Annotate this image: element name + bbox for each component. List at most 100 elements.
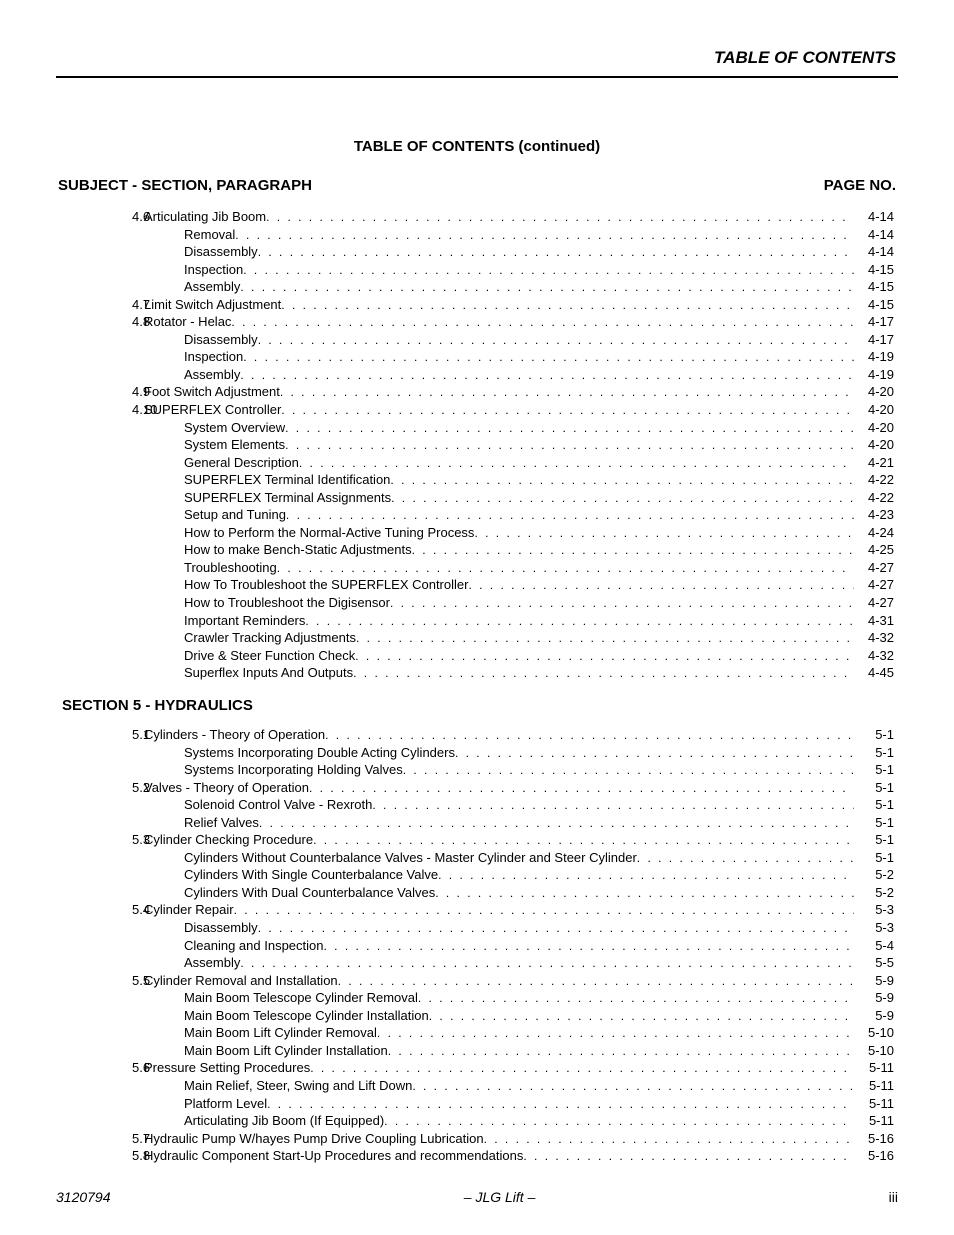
toc-entry-title: Cylinders - Theory of Operation — [144, 726, 325, 744]
toc-row: Articulating Jib Boom (If Equipped) 5-11 — [60, 1112, 894, 1130]
toc-entry-title: Main Relief, Steer, Swing and Lift Down — [144, 1077, 412, 1095]
toc-leader-dots — [353, 665, 854, 681]
toc-row: How to Troubleshoot the Digisensor 4-27 — [60, 594, 894, 612]
toc-number: 5.7 — [60, 1130, 144, 1148]
toc-body: 4.6Articulating Jib Boom 4-14Removal 4-1… — [56, 208, 898, 1165]
toc-row: Assembly 5-5 — [60, 954, 894, 972]
toc-leader-dots — [412, 1078, 854, 1094]
toc-row: 5.7Hydraulic Pump W/hayes Pump Drive Cou… — [60, 1130, 894, 1148]
toc-entry-title: Inspection — [144, 348, 243, 366]
toc-page-number: 5-3 — [854, 901, 894, 919]
toc-row: 4.8Rotator - Helac 4-17 — [60, 313, 894, 331]
toc-page-number: 5-16 — [854, 1130, 894, 1148]
toc-leader-dots — [429, 1008, 854, 1024]
toc-page-number: 5-1 — [854, 849, 894, 867]
footer-center: – JLG Lift – — [464, 1189, 536, 1205]
toc-entry-title: Articulating Jib Boom (If Equipped) — [144, 1112, 384, 1130]
toc-leader-dots — [243, 349, 854, 365]
toc-row: 4.9Foot Switch Adjustment 4-20 — [60, 383, 894, 401]
toc-number: 4.6 — [60, 208, 144, 226]
toc-leader-dots — [281, 297, 854, 313]
toc-row: Solenoid Control Valve - Rexroth 5-1 — [60, 796, 894, 814]
toc-row: Main Boom Telescope Cylinder Installatio… — [60, 1007, 894, 1025]
toc-page-number: 4-20 — [854, 436, 894, 454]
toc-leader-dots — [240, 367, 854, 383]
toc-entry-title: How To Troubleshoot the SUPERFLEX Contro… — [144, 576, 468, 594]
toc-page-number: 5-1 — [854, 726, 894, 744]
toc-number: 5.5 — [60, 972, 144, 990]
toc-row: 5.1Cylinders - Theory of Operation 5-1 — [60, 726, 894, 744]
toc-leader-dots — [258, 920, 854, 936]
toc-leader-dots — [474, 525, 854, 541]
toc-entry-title: Disassembly — [144, 243, 258, 261]
toc-entry-title: Foot Switch Adjustment — [144, 383, 280, 401]
toc-leader-dots — [258, 332, 854, 348]
toc-page-number: 5-11 — [854, 1095, 894, 1113]
toc-page-number: 5-1 — [854, 796, 894, 814]
toc-entry-title: Assembly — [144, 954, 240, 972]
toc-page-number: 5-1 — [854, 831, 894, 849]
toc-leader-dots — [309, 780, 854, 796]
toc-page-number: 5-1 — [854, 779, 894, 797]
toc-row: Troubleshooting 4-27 — [60, 559, 894, 577]
toc-entry-title: Hydraulic Component Start-Up Procedures … — [144, 1147, 523, 1165]
toc-page-number: 5-9 — [854, 1007, 894, 1025]
toc-leader-dots — [523, 1148, 854, 1164]
toc-leader-dots — [243, 262, 854, 278]
toc-entry-title: Disassembly — [144, 331, 258, 349]
toc-number: 5.8 — [60, 1147, 144, 1165]
toc-row: Assembly 4-15 — [60, 278, 894, 296]
toc-page-number: 4-31 — [854, 612, 894, 630]
toc-leader-dots — [384, 1113, 854, 1129]
toc-leader-dots — [310, 1060, 854, 1076]
toc-page-number: 4-14 — [854, 208, 894, 226]
toc-leader-dots — [258, 244, 854, 260]
toc-entry-title: Troubleshooting — [144, 559, 277, 577]
toc-page-number: 5-2 — [854, 866, 894, 884]
toc-row: 4.6Articulating Jib Boom 4-14 — [60, 208, 894, 226]
toc-entry-title: Platform Level — [144, 1095, 267, 1113]
toc-leader-dots — [305, 613, 854, 629]
toc-row: Cylinders With Dual Counterbalance Valve… — [60, 884, 894, 902]
toc-leader-dots — [231, 314, 854, 330]
toc-page-number: 5-4 — [854, 937, 894, 955]
toc-number: 4.10 — [60, 401, 144, 419]
toc-page-number: 5-16 — [854, 1147, 894, 1165]
toc-page-number: 4-32 — [854, 629, 894, 647]
toc-entry-title: How to Perform the Normal-Active Tuning … — [144, 524, 474, 542]
toc-row: Inspection 4-19 — [60, 348, 894, 366]
header-rule — [56, 76, 898, 78]
toc-row: SUPERFLEX Terminal Assignments 4-22 — [60, 489, 894, 507]
toc-leader-dots — [484, 1131, 854, 1147]
toc-entry-title: Cylinders Without Counterbalance Valves … — [144, 849, 637, 867]
toc-page-number: 4-25 — [854, 541, 894, 559]
toc-row: Disassembly 4-14 — [60, 243, 894, 261]
toc-leader-dots — [266, 209, 854, 225]
toc-page-number: 5-5 — [854, 954, 894, 972]
toc-page-number: 5-1 — [854, 814, 894, 832]
col-header-right: PAGE NO. — [824, 177, 896, 194]
toc-leader-dots — [377, 1025, 854, 1041]
toc-page-number: 4-15 — [854, 296, 894, 314]
toc-row: How to Perform the Normal-Active Tuning … — [60, 524, 894, 542]
toc-leader-dots — [356, 630, 854, 646]
toc-leader-dots — [438, 867, 854, 883]
toc-entry-title: How to make Bench-Static Adjustments — [144, 541, 412, 559]
toc-row: Assembly 4-19 — [60, 366, 894, 384]
toc-leader-dots — [286, 507, 854, 523]
toc-title: TABLE OF CONTENTS (continued) — [56, 138, 898, 155]
toc-row: Cylinders With Single Counterbalance Val… — [60, 866, 894, 884]
toc-page-number: 4-21 — [854, 454, 894, 472]
toc-entry-title: Cylinders With Dual Counterbalance Valve… — [144, 884, 435, 902]
toc-row: 5.5Cylinder Removal and Installation 5-9 — [60, 972, 894, 990]
toc-leader-dots — [234, 902, 854, 918]
toc-row: Inspection 4-15 — [60, 261, 894, 279]
toc-entry-title: SUPERFLEX Controller — [144, 401, 281, 419]
column-headers: SUBJECT - SECTION, PARAGRAPH PAGE NO. — [56, 177, 898, 194]
toc-page-number: 5-2 — [854, 884, 894, 902]
toc-leader-dots — [235, 227, 854, 243]
toc-entry-title: System Overview — [144, 419, 285, 437]
toc-entry-title: General Description — [144, 454, 299, 472]
toc-row: Disassembly 5-3 — [60, 919, 894, 937]
toc-entry-title: Solenoid Control Valve - Rexroth — [144, 796, 372, 814]
